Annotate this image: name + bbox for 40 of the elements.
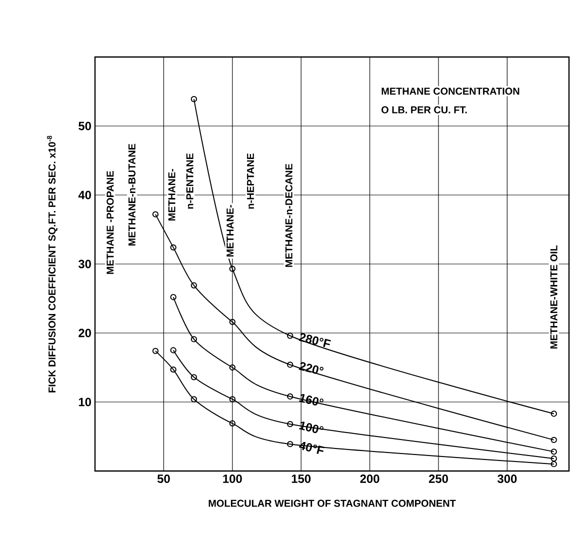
x-tick-label: 300: [497, 474, 517, 484]
annotation: METHANE-n-BUTANE: [128, 144, 136, 246]
point: [229, 396, 236, 402]
point: [229, 420, 236, 426]
point: [190, 336, 198, 342]
point: [229, 318, 236, 326]
x-tick-label: 200: [360, 474, 380, 483]
x-tick-label: 250: [428, 474, 448, 483]
annotation: METHANE-WHITE OIL: [550, 245, 558, 348]
y-axis-title: FICK DIFFUSION COEFFICIENT SQ.FT. PER SEC. x10$^{-8}$: [46, 136, 58, 392]
annotation: O LB. PER CU. FT.: [382, 106, 467, 114]
point: [287, 332, 294, 339]
y-tick-label: 20: [78, 328, 91, 338]
y-tick-label: 50: [78, 122, 91, 130]
point: [190, 374, 198, 380]
y-tick-label: 40: [78, 190, 91, 200]
x-tick-label: 150: [292, 474, 311, 483]
point: [287, 393, 294, 400]
annotation: METHANE-: [226, 204, 234, 256]
annotation: n-PENTANE: [186, 153, 194, 209]
x-axis-title: MOLECULAR WEIGHT OF STAGNANT COMPONENT: [208, 500, 456, 507]
point: [287, 420, 294, 428]
annotation: METHANE-: [168, 168, 176, 220]
annotation: METHANE-n-DECANE: [285, 164, 292, 267]
x-tick-label: 100: [223, 474, 242, 483]
point: [190, 396, 198, 402]
text: 280°F: [298, 333, 331, 348]
point: [229, 364, 236, 371]
annotation: n-HEPTANE: [247, 153, 254, 209]
point: [170, 244, 176, 251]
point: [287, 362, 294, 368]
point: [287, 441, 294, 448]
point: [229, 266, 236, 272]
y-tick-label: 10: [78, 398, 91, 406]
annotation: METHANE -PROPANE: [106, 171, 114, 274]
annotation: METHANE CONCENTRATION: [382, 88, 520, 95]
x-tick-label: 50: [157, 474, 170, 483]
y-tick-label: 30: [78, 260, 91, 268]
point: [190, 282, 198, 288]
point: [170, 366, 176, 373]
